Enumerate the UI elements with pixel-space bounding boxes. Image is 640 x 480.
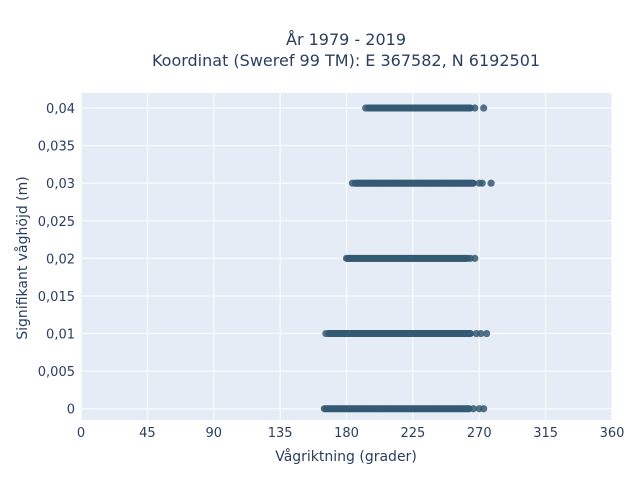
x-tick-label: 225 bbox=[400, 426, 425, 441]
y-tick-label: 0,01 bbox=[46, 328, 75, 343]
point-band bbox=[322, 329, 491, 338]
x-tick-label: 180 bbox=[334, 426, 359, 441]
data-point bbox=[471, 104, 479, 112]
y-tick-labels: 0 0,005 0,01 0,015 0,02 0,025 0,03 0,035 0,04 bbox=[38, 102, 75, 418]
x-tick-label: 270 bbox=[467, 426, 492, 441]
data-point bbox=[322, 329, 330, 338]
data-points bbox=[320, 104, 495, 413]
x-tick-label: 315 bbox=[533, 426, 558, 441]
data-point bbox=[465, 104, 473, 112]
x-tick-label: 0 bbox=[77, 426, 85, 441]
data-point bbox=[483, 329, 491, 338]
data-point bbox=[477, 329, 485, 338]
y-tick-label: 0,035 bbox=[38, 140, 75, 155]
y-tick-label: 0,02 bbox=[46, 252, 75, 267]
x-tick-label: 360 bbox=[600, 426, 625, 441]
data-point bbox=[348, 179, 356, 187]
data-point bbox=[320, 405, 328, 413]
x-tick-label: 90 bbox=[205, 426, 222, 441]
chart-title-line2: Koordinat (Sweref 99 TM): E 367582, N 61… bbox=[152, 51, 540, 70]
data-point bbox=[342, 254, 351, 262]
y-tick-label: 0,005 bbox=[38, 365, 75, 380]
point-band bbox=[320, 405, 488, 413]
x-tick-labels: 0 45 90 135 180 225 270 315 360 bbox=[77, 426, 625, 441]
data-point bbox=[487, 179, 495, 187]
data-point bbox=[480, 405, 488, 413]
y-axis-label: Signifikant våghöjd (m) bbox=[14, 176, 31, 339]
data-point bbox=[480, 104, 488, 112]
data-point bbox=[466, 330, 474, 337]
point-band bbox=[342, 254, 479, 262]
x-axis-label: Vågriktning (grader) bbox=[275, 448, 417, 465]
y-tick-label: 0,04 bbox=[46, 102, 75, 117]
data-point bbox=[471, 254, 479, 262]
data-point bbox=[464, 405, 472, 413]
data-point bbox=[478, 179, 486, 187]
x-tick-label: 45 bbox=[139, 426, 156, 441]
data-point bbox=[468, 179, 476, 187]
point-band bbox=[348, 179, 495, 187]
x-tick-label: 135 bbox=[268, 426, 293, 441]
y-tick-label: 0,03 bbox=[46, 177, 75, 192]
point-band bbox=[362, 104, 488, 112]
y-tick-label: 0,025 bbox=[38, 215, 75, 230]
data-point bbox=[362, 104, 370, 112]
chart-title-line1: År 1979 - 2019 bbox=[286, 30, 406, 49]
data-point bbox=[469, 405, 477, 413]
y-tick-label: 0,015 bbox=[38, 290, 75, 305]
y-tick-label: 0 bbox=[67, 403, 75, 418]
